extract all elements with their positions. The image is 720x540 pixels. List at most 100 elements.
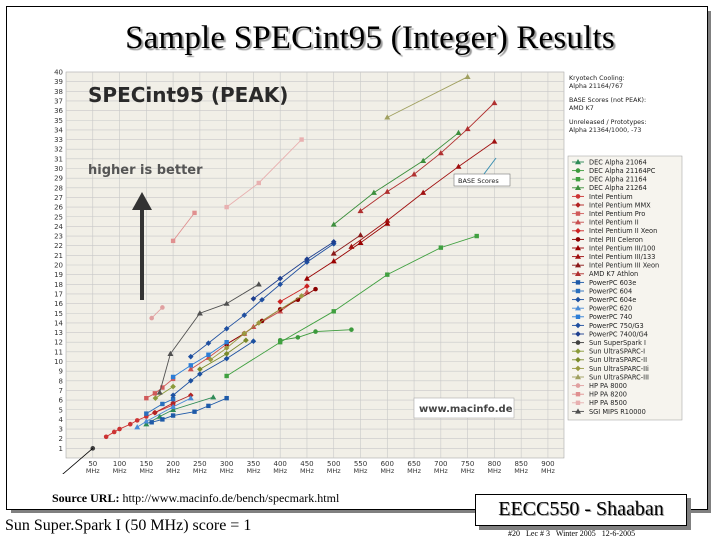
course-box: EECC550 - Shaaban [475,494,687,526]
base-scores-box [453,173,511,187]
x-tick-label: 850 [514,460,527,468]
data-point [149,315,154,321]
legend-entry: Sun UltraSPARC-IIi [589,365,649,373]
data-point [491,99,498,106]
x-tick-unit: MHz [300,467,314,474]
data-point [170,413,176,418]
data-point [575,262,581,268]
data-point [385,272,390,277]
y-tick-label: 23 [54,233,63,241]
data-point [299,137,304,142]
x-tick-label: 300 [220,460,233,468]
series-group [170,210,197,244]
data-point [575,331,581,337]
data-point [144,395,149,401]
y-tick-label: 8 [59,377,63,385]
data-point [575,408,581,414]
data-point [196,310,203,316]
data-point [223,350,230,357]
data-point [224,204,229,210]
x-tick-unit: MHz [193,467,207,474]
data-point [330,258,337,264]
x-tick-unit: MHz [434,467,448,474]
y-tick-label: 1 [59,445,63,453]
legend-entry: PowerPC 750/G3 [589,322,644,330]
data-point [330,250,337,256]
data-point [575,383,581,388]
data-point [170,400,176,406]
data-point [437,150,444,156]
x-tick-unit: MHz [541,467,555,474]
data-point [187,395,194,401]
data-point [224,373,229,379]
data-point [331,309,336,314]
legend-entry: Intel Pentium III/133 [589,253,655,261]
x-tick-label: 100 [113,460,126,468]
data-point [313,329,318,334]
data-point [170,396,176,402]
data-point [144,411,149,416]
legend-entry: PowerPC 604 [589,287,632,295]
series-group [170,340,229,380]
data-point [464,73,471,80]
legend-entry: Sun UltraSPARC-III [589,373,649,381]
legend-entry: DEC Alpha 21064 [589,158,647,166]
legend-entry: Intel Pentium II Xeon [589,227,657,235]
data-point [205,340,212,346]
legend-entry: PowerPC 604e [589,296,636,304]
y-tick-label: 7 [59,387,63,395]
data-point [256,180,261,186]
slide-footer: #20 Lec # 3 Winter 2005 12-6-2005 [508,529,636,538]
data-point [277,275,283,282]
data-point [575,374,581,380]
legend-entry: Intel Pentium II [589,219,639,227]
course-label: EECC550 - Shaaban [498,498,664,520]
data-point [384,188,391,194]
source-line: Source URL: http://www.macinfo.de/bench/… [52,491,339,506]
y-tick-label: 37 [54,97,63,105]
data-point [348,243,355,249]
data-point [474,233,479,239]
y-tick-label: 32 [54,146,63,154]
data-point [575,280,581,285]
chart-note: BASE Scores (not PEAK): [569,97,646,104]
series-line [151,307,163,319]
legend-entry: Sun SuperSpark I [589,339,646,347]
data-point [304,283,310,290]
legend-entry: PowerPC 7400/G4 [589,330,648,338]
legend-entry: HP PA 8500 [589,399,627,407]
data-point [575,177,581,182]
y-tick-label: 21 [54,252,63,260]
x-tick-unit: MHz [220,467,234,474]
data-point [170,238,176,244]
series-group [224,137,304,210]
data-point [277,298,283,305]
data-point [575,340,581,345]
series-group [330,129,462,227]
series-group [134,395,194,430]
data-point [192,210,197,216]
chart-title: SPECint95 (PEAK) [88,83,288,107]
x-tick-label: 550 [354,460,367,468]
y-tick-label: 18 [54,281,63,289]
data-point [197,371,203,377]
data-point [384,114,391,120]
data-point [277,340,283,345]
data-point [575,194,581,199]
data-point [575,392,581,397]
legend-entry: HP PA 8200 [589,391,627,399]
data-point [304,259,310,265]
data-point [575,202,581,208]
data-point [170,406,177,412]
y-tick-label: 12 [54,339,63,347]
chart-note: Alpha 21364/1000, -73 [569,127,641,134]
data-point [575,322,581,329]
x-tick-unit: MHz [461,467,475,474]
y-tick-label: 10 [54,358,63,366]
y-tick-label: 30 [54,165,63,173]
data-point [224,395,229,401]
data-point [575,245,581,251]
series-group [224,233,479,379]
data-point [160,417,165,422]
chart-note: Unreleased / Prototypes: [569,119,646,126]
